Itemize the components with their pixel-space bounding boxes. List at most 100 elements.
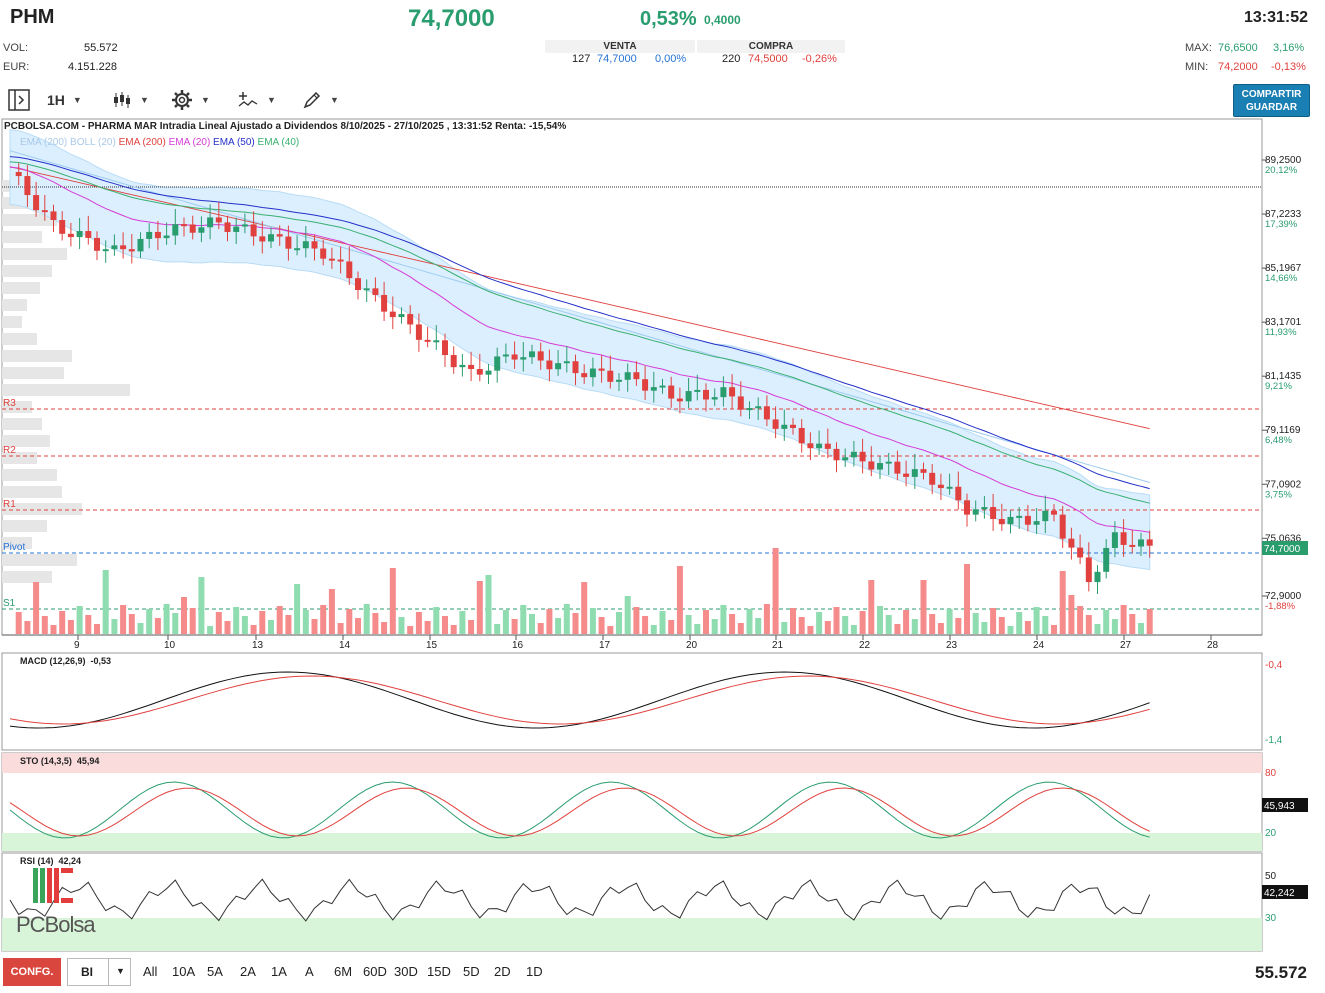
config-button[interactable]: CONFG. xyxy=(3,958,61,986)
volume-bar xyxy=(746,609,753,634)
candle-body xyxy=(250,224,257,237)
chart-area[interactable]: R3 R2 R1 Pivot S1 89,2500 20,12% 87,2233 17,39%… xyxy=(0,118,1325,955)
volume-profile-bar xyxy=(2,503,82,515)
share-save-button[interactable]: COMPARTIR GUARDAR xyxy=(1233,84,1310,117)
range-button[interactable]: 2A xyxy=(240,964,256,979)
volume-bar xyxy=(33,582,40,634)
candle-body xyxy=(737,396,744,410)
range-button[interactable]: 1A xyxy=(271,964,287,979)
volume-bar xyxy=(598,617,605,634)
candle-body xyxy=(1059,514,1066,539)
volume-bar xyxy=(703,610,709,634)
volume-profile-bar xyxy=(2,452,37,464)
volume-bar xyxy=(137,623,144,634)
range-button[interactable]: 5A xyxy=(207,964,223,979)
candle-body xyxy=(1129,544,1136,547)
volume-bar xyxy=(911,619,918,634)
range-button[interactable]: 1D xyxy=(526,964,543,979)
volume-bar xyxy=(207,626,214,634)
candle-body xyxy=(1094,571,1101,583)
volume-bar xyxy=(494,624,501,634)
range-button[interactable]: 60D xyxy=(363,964,387,979)
volume-bar xyxy=(790,608,796,634)
range-button[interactable]: A xyxy=(305,964,314,979)
date-label: 22 xyxy=(859,640,871,651)
candle-body xyxy=(137,238,144,252)
drawing-tools-dropdown[interactable]: ▼ xyxy=(302,88,339,112)
volume-bar xyxy=(328,589,335,634)
candle-body xyxy=(41,210,48,213)
candle-body xyxy=(476,369,483,375)
candle-body xyxy=(981,507,988,510)
ticker-symbol: PHM xyxy=(10,6,55,28)
settings-dropdown[interactable]: ▼ xyxy=(171,88,210,112)
candle-body xyxy=(389,311,396,318)
candle-body xyxy=(224,222,231,232)
volume-profile-bar xyxy=(2,554,77,566)
volume-bar xyxy=(998,617,1005,634)
level-label: R2 xyxy=(3,445,16,456)
volume-bar xyxy=(450,625,457,634)
date-label: 13 xyxy=(252,640,264,651)
volume-bar xyxy=(250,625,257,634)
interval-dropdown[interactable]: 1H ▼ xyxy=(47,88,82,112)
scale-select-value: BI xyxy=(81,965,93,979)
volume-profile-bar xyxy=(2,350,72,362)
candle-body xyxy=(24,176,31,196)
volume-profile-bar xyxy=(2,520,47,532)
pcbolsa-wordmark: PCBolsa xyxy=(16,912,96,937)
sto-d-line xyxy=(9,787,1150,837)
range-button[interactable]: 10A xyxy=(172,964,196,979)
candle-body xyxy=(302,241,309,249)
candle-body xyxy=(1085,557,1092,583)
volume-bar xyxy=(1120,605,1127,634)
volume-bar xyxy=(772,548,779,634)
range-button[interactable]: 30D xyxy=(394,964,418,979)
date-label: 21 xyxy=(772,640,784,651)
max-label: MAX: xyxy=(1185,42,1212,54)
compra-qty: 220 xyxy=(722,53,741,65)
date-label: 9 xyxy=(74,640,80,651)
candle-body xyxy=(720,387,727,398)
range-button[interactable]: 15D xyxy=(427,964,451,979)
volume-bar xyxy=(955,618,962,634)
volume-profile-bar xyxy=(2,537,32,549)
volume-profile-bar xyxy=(2,418,42,430)
chart-type-dropdown[interactable]: ▼ xyxy=(112,88,149,112)
volume-bar xyxy=(442,616,448,634)
candle-body xyxy=(929,472,936,485)
range-button[interactable]: 2D xyxy=(494,964,511,979)
indicators-dropdown[interactable]: ▼ xyxy=(237,88,276,112)
candle-body xyxy=(616,379,622,382)
macd-lines xyxy=(9,671,1150,729)
volume-bar xyxy=(224,621,231,634)
current-price-tag xyxy=(1262,541,1308,555)
range-button[interactable]: 6M xyxy=(334,964,353,979)
volume-profile-bar xyxy=(2,333,37,345)
volume-bar xyxy=(485,575,492,634)
venta-price: 74,7000 xyxy=(597,53,637,65)
ema-200-faded-line xyxy=(9,150,1150,483)
indicator-axis-label: -0,4 xyxy=(1265,660,1283,671)
candle-body xyxy=(1111,532,1118,548)
candle-body xyxy=(181,224,187,227)
range-button[interactable]: All xyxy=(143,964,158,979)
panel-toggle-button[interactable] xyxy=(7,88,31,112)
volume-bar xyxy=(128,614,135,634)
candle-body xyxy=(128,249,135,252)
volume-bar xyxy=(1146,609,1153,634)
legend-faded: EMA (200) BOLL (20) xyxy=(20,137,116,148)
volume-bar xyxy=(1051,625,1057,634)
candle-body xyxy=(746,408,753,411)
vol-label: VOL: xyxy=(3,42,29,54)
candle-body xyxy=(311,241,318,249)
volume-bar xyxy=(694,624,701,634)
candle-body xyxy=(946,486,953,489)
candle-body xyxy=(529,351,535,358)
range-button[interactable]: 5D xyxy=(463,964,480,979)
volume-bar xyxy=(642,616,649,634)
scale-select[interactable]: BI ▼ xyxy=(67,958,131,986)
price-axis-label: 81,1435 xyxy=(1265,371,1302,382)
